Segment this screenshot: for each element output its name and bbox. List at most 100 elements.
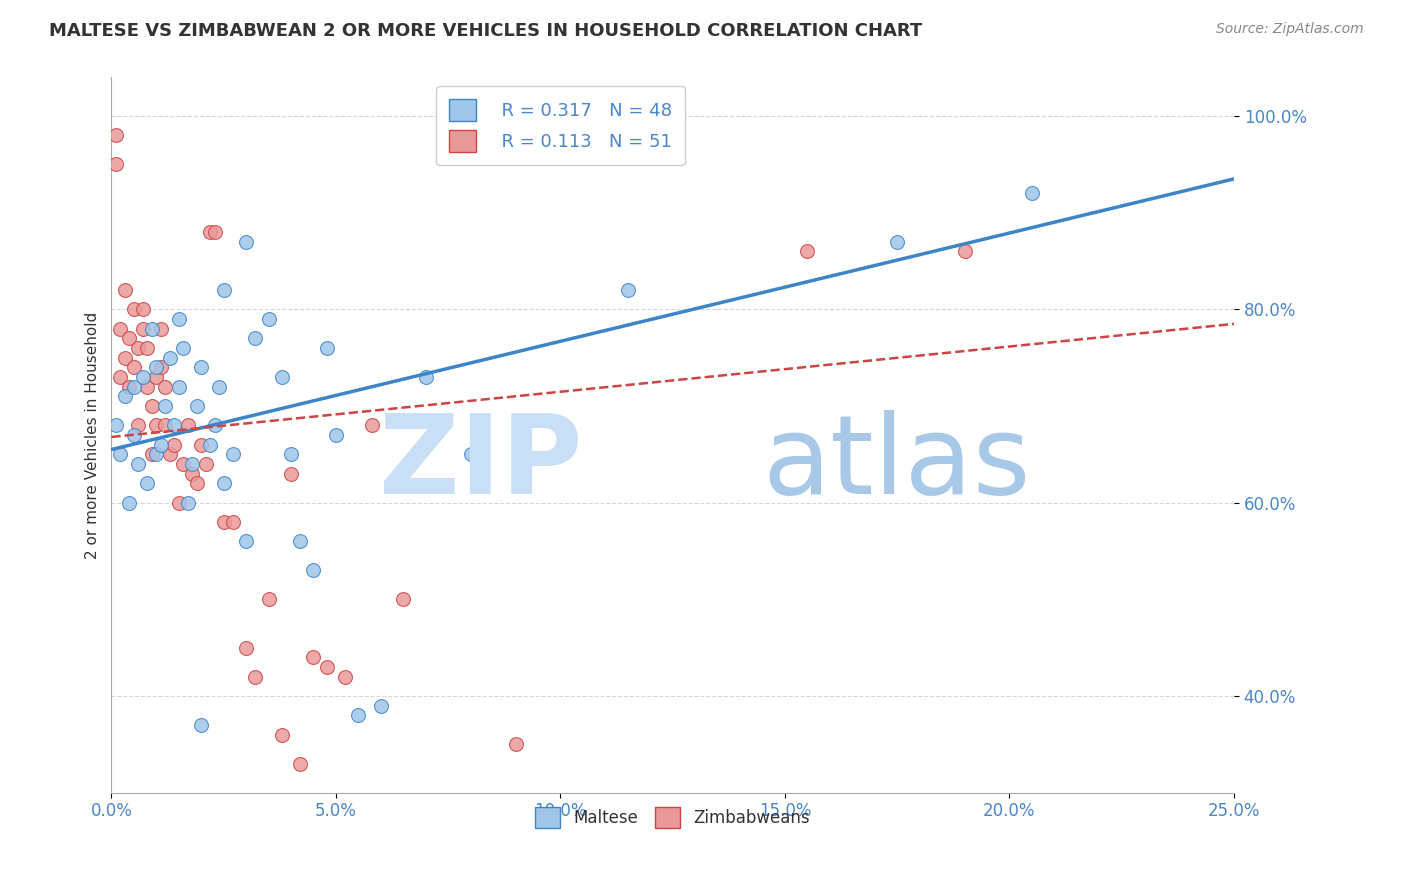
Point [114, 389, 136, 403]
Point [177, 496, 200, 510]
Point [132, 370, 155, 384]
Point [104, 418, 127, 433]
Point [127, 418, 149, 433]
Point [243, 670, 266, 684]
Point [118, 380, 141, 394]
Point [198, 225, 221, 239]
Point [271, 728, 294, 742]
Point [333, 670, 356, 684]
Point [110, 322, 132, 336]
Point [155, 399, 177, 413]
Point [221, 447, 243, 461]
Point [181, 467, 204, 481]
Point [415, 370, 437, 384]
Point [190, 360, 212, 375]
Point [177, 418, 200, 433]
Text: MALTESE VS ZIMBABWEAN 2 OR MORE VEHICLES IN HOUSEHOLD CORRELATION CHART: MALTESE VS ZIMBABWEAN 2 OR MORE VEHICLES… [49, 22, 922, 40]
Point [104, 128, 127, 143]
Point [186, 399, 208, 413]
Point [235, 235, 257, 249]
Point [316, 341, 339, 355]
Point [114, 351, 136, 365]
Point [288, 756, 311, 771]
Point [122, 428, 145, 442]
Point [118, 496, 141, 510]
Point [167, 380, 190, 394]
Point [110, 447, 132, 461]
Point [149, 322, 172, 336]
Point [118, 331, 141, 345]
Point [132, 322, 155, 336]
Point [953, 244, 976, 259]
Point [141, 399, 163, 413]
Point [212, 476, 235, 491]
Point [186, 476, 208, 491]
Point [194, 457, 217, 471]
Point [104, 157, 127, 171]
Point [221, 515, 243, 529]
Point [149, 360, 172, 375]
Point [190, 438, 212, 452]
Point [302, 650, 325, 665]
Point [280, 447, 302, 461]
Point [155, 380, 177, 394]
Point [172, 341, 194, 355]
Point [257, 312, 280, 326]
Point [155, 418, 177, 433]
Point [198, 438, 221, 452]
Text: Source: ZipAtlas.com: Source: ZipAtlas.com [1216, 22, 1364, 37]
Point [172, 457, 194, 471]
Point [204, 418, 226, 433]
Point [208, 380, 231, 394]
Point [136, 341, 159, 355]
Point [505, 737, 527, 751]
Point [204, 225, 226, 239]
Point [167, 312, 190, 326]
Point [360, 418, 382, 433]
Point [370, 698, 392, 713]
Point [159, 351, 181, 365]
Text: atlas: atlas [762, 410, 1031, 517]
Point [886, 235, 908, 249]
Point [212, 283, 235, 297]
Point [302, 563, 325, 577]
Point [122, 360, 145, 375]
Point [114, 283, 136, 297]
Point [163, 438, 186, 452]
Point [181, 457, 204, 471]
Point [235, 640, 257, 655]
Y-axis label: 2 or more Vehicles in Household: 2 or more Vehicles in Household [86, 311, 100, 558]
Point [280, 467, 302, 481]
Point [132, 302, 155, 317]
Point [167, 496, 190, 510]
Point [325, 428, 347, 442]
Point [110, 370, 132, 384]
Point [243, 331, 266, 345]
Point [149, 438, 172, 452]
Point [271, 370, 294, 384]
Point [460, 447, 482, 461]
Point [136, 476, 159, 491]
Legend: Maltese, Zimbabweans: Maltese, Zimbabweans [529, 801, 817, 834]
Point [145, 418, 167, 433]
Point [190, 718, 212, 732]
Point [136, 380, 159, 394]
Point [347, 708, 370, 723]
Point [316, 660, 339, 674]
Point [288, 534, 311, 549]
Point [796, 244, 818, 259]
Point [122, 380, 145, 394]
Point [1021, 186, 1043, 201]
Point [122, 302, 145, 317]
Point [141, 322, 163, 336]
Point [235, 534, 257, 549]
Point [392, 467, 415, 481]
Point [212, 515, 235, 529]
Point [163, 418, 186, 433]
Point [159, 447, 181, 461]
Point [145, 370, 167, 384]
Text: ZIP: ZIP [380, 410, 583, 517]
Point [145, 447, 167, 461]
Point [616, 283, 638, 297]
Point [257, 592, 280, 607]
